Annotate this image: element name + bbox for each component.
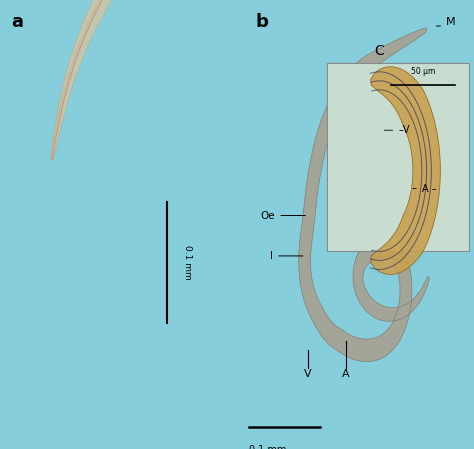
- Polygon shape: [52, 0, 390, 160]
- Text: Oe: Oe: [261, 211, 305, 220]
- Text: 50 μm: 50 μm: [411, 67, 435, 76]
- Text: A: A: [342, 369, 350, 379]
- Text: 0.1 mm: 0.1 mm: [249, 445, 286, 449]
- Text: a: a: [11, 13, 24, 31]
- Text: 0.1 mm: 0.1 mm: [183, 245, 192, 280]
- Text: GP: GP: [0, 448, 1, 449]
- Text: A –: A –: [413, 184, 437, 194]
- Polygon shape: [371, 67, 440, 274]
- Text: C: C: [374, 44, 384, 58]
- Text: V: V: [304, 369, 312, 379]
- Text: –V: –V: [384, 125, 410, 135]
- Text: M: M: [446, 18, 455, 27]
- Text: b: b: [256, 13, 269, 31]
- Text: I: I: [270, 251, 303, 261]
- Polygon shape: [299, 28, 429, 361]
- FancyBboxPatch shape: [327, 63, 469, 251]
